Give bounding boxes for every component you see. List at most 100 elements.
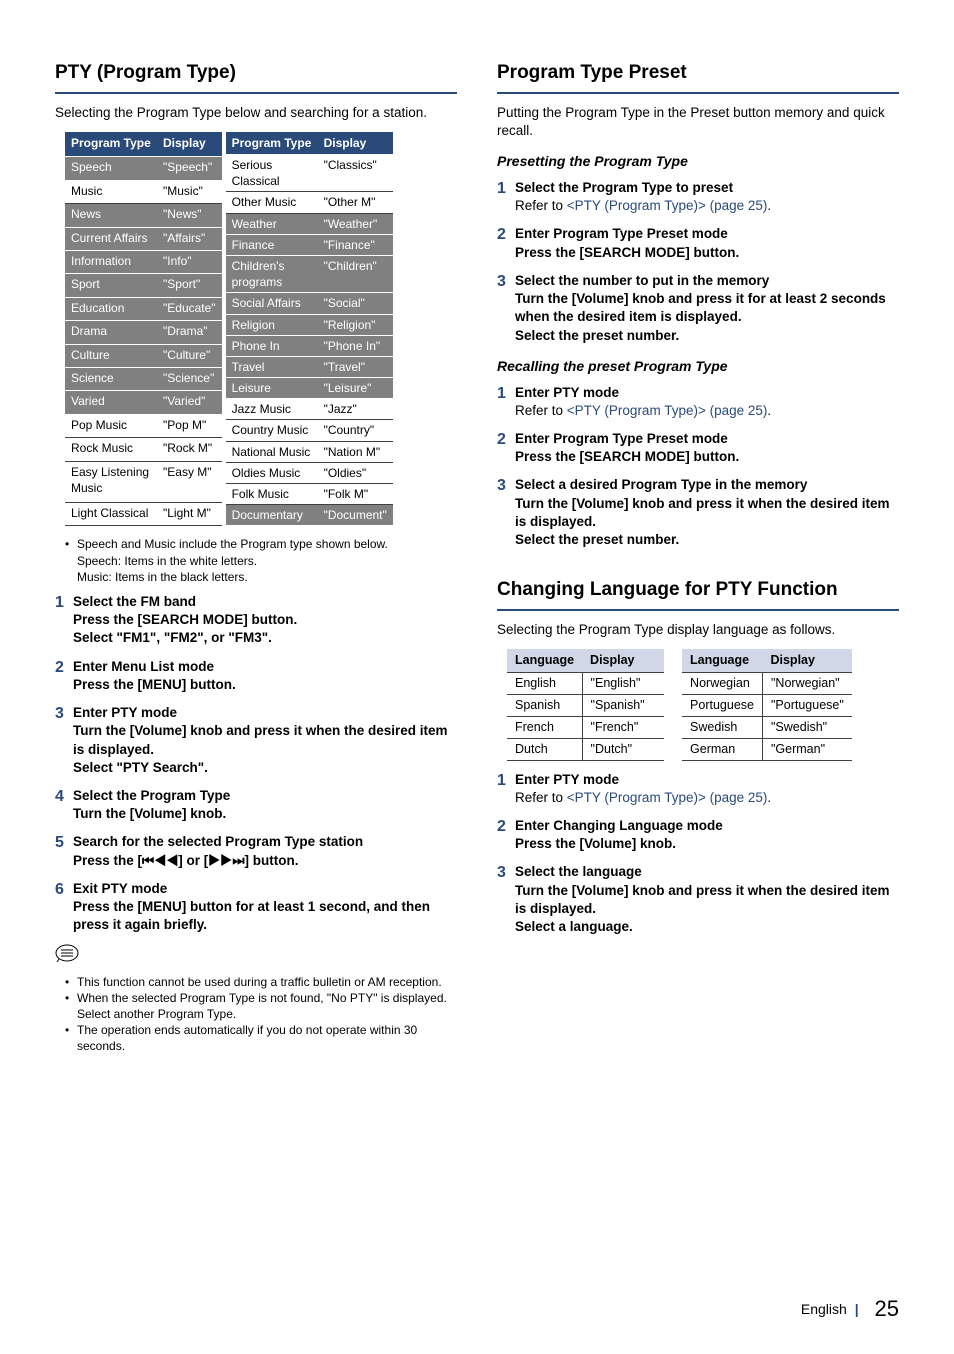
cell-display: "Leisure" [318,378,393,399]
cell-type: Finance [226,234,318,255]
cross-reference-link[interactable]: <PTY (Program Type)> (page 25) [567,198,768,213]
cross-reference-link[interactable]: <PTY (Program Type)> (page 25) [567,790,768,805]
cell-type: Easy Listening Music [65,461,157,502]
step-instruction: Select a language. [515,918,899,936]
step-item: 3Enter PTY modeTurn the [Volume] knob an… [55,704,457,777]
step-number: 6 [55,880,73,935]
cell-language: French [507,716,582,738]
page-footer: English | 25 [801,1294,899,1324]
table-row: Children's programs"Children" [226,255,393,292]
step-refer: Refer to <PTY (Program Type)> (page 25). [515,197,899,215]
cell-language: English [507,673,582,695]
table-row: Easy Listening Music"Easy M" [65,461,222,502]
table-row: Swedish"Swedish" [682,716,852,738]
recall-steps: 1Enter PTY modeRefer to <PTY (Program Ty… [497,384,899,550]
cell-language: German [682,738,762,760]
page-number: 25 [875,1296,899,1321]
step-title: Enter PTY mode [515,384,899,402]
step-item: 1Enter PTY modeRefer to <PTY (Program Ty… [497,771,899,807]
cell-language: Norwegian [682,673,762,695]
cell-type: Pop Music [65,414,157,437]
step-item: 3Select the languageTurn the [Volume] kn… [497,863,899,936]
step-item: 1Select the Program Type to presetRefer … [497,179,899,215]
table-row: Norwegian"Norwegian" [682,673,852,695]
step-number: 1 [497,179,515,215]
cell-display: "News" [157,204,222,227]
step-instruction: Select the preset number. [515,327,899,345]
cell-display: "Classics" [318,155,393,192]
table-row: Finance"Finance" [226,234,393,255]
cell-display: "Social" [318,293,393,314]
cell-type: Religion [226,314,318,335]
step-body: Select the Program TypeTurn the [Volume]… [73,787,457,823]
step-title: Enter Changing Language mode [515,817,899,835]
step-item: 1Select the FM bandPress the [SEARCH MOD… [55,593,457,648]
table-row: Folk Music"Folk M" [226,484,393,505]
step-title: Enter PTY mode [73,704,457,722]
table-row: Dutch"Dutch" [507,738,664,760]
table-row: Social Affairs"Social" [226,293,393,314]
step-body: Select a desired Program Type in the mem… [515,476,899,549]
pty-steps: 1Select the FM bandPress the [SEARCH MOD… [55,593,457,935]
cell-display: "Affairs" [157,227,222,250]
step-body: Enter PTY modeRefer to <PTY (Program Typ… [515,384,899,420]
table-row: English"English" [507,673,664,695]
note-line: When the selected Program Type is not fo… [77,990,457,1022]
cell-language: Dutch [507,738,582,760]
pty-tables: Program TypeDisplay Speech"Speech"Music"… [65,132,457,527]
cell-display: "French" [582,716,664,738]
cell-type: Music [65,180,157,203]
cell-type: National Music [226,441,318,462]
step-number: 3 [497,863,515,936]
step-number: 5 [55,833,73,869]
cell-type: Sport [65,274,157,297]
th-display: Display [318,132,393,155]
note-line: Speech and Music include the Program typ… [77,536,388,552]
table-row: Portuguese"Portuguese" [682,694,852,716]
cell-display: "Norwegian" [762,673,851,695]
cell-type: Folk Music [226,484,318,505]
cell-display: "Drama" [157,321,222,344]
step-title: Enter Program Type Preset mode [515,430,899,448]
step-number: 1 [55,593,73,648]
cell-type: Jazz Music [226,399,318,420]
step-instruction: Press the [SEARCH MODE] button. [73,611,457,629]
step-body: Search for the selected Program Type sta… [73,833,457,869]
step-body: Select the Program Type to presetRefer t… [515,179,899,215]
cell-display: "Oldies" [318,462,393,483]
intro-language: Selecting the Program Type display langu… [497,621,899,639]
note-line: This function cannot be used during a tr… [77,974,442,990]
cross-reference-link[interactable]: <PTY (Program Type)> (page 25) [567,403,768,418]
cell-display: "Rock M" [157,438,222,461]
step-title: Search for the selected Program Type sta… [73,833,457,851]
table-row: Other Music"Other M" [226,192,393,213]
th-display: Display [582,649,664,672]
table-row: Weather"Weather" [226,213,393,234]
table-row: Sport"Sport" [65,274,222,297]
step-item: 2Enter Menu List modePress the [MENU] bu… [55,658,457,694]
cell-type: Information [65,251,157,274]
cell-type: News [65,204,157,227]
step-instruction: Press the [Volume] knob. [515,835,899,853]
cell-display: "Document" [318,505,393,526]
step-instruction: Turn the [Volume] knob and press it when… [515,495,899,531]
step-body: Select the FM bandPress the [SEARCH MODE… [73,593,457,648]
table-row: Leisure"Leisure" [226,378,393,399]
cell-display: "English" [582,673,664,695]
step-body: Select the number to put in the memoryTu… [515,272,899,345]
step-number: 3 [55,704,73,777]
cell-display: "Music" [157,180,222,203]
step-body: Enter Program Type Preset modePress the … [515,430,899,466]
heading-language: Changing Language for PTY Function [497,577,899,611]
step-body: Enter PTY modeRefer to <PTY (Program Typ… [515,771,899,807]
cell-display: "Spanish" [582,694,664,716]
note-icon [55,944,457,967]
th-program-type: Program Type [65,132,157,157]
step-item: 4Select the Program TypeTurn the [Volume… [55,787,457,823]
step-instruction: Press the [SEARCH MODE] button. [515,448,899,466]
step-instruction: Turn the [Volume] knob and press it when… [515,882,899,918]
step-body: Enter Program Type Preset modePress the … [515,225,899,261]
table-row: Travel"Travel" [226,356,393,377]
right-column: Program Type Preset Putting the Program … [497,60,899,1061]
cell-display: "Country" [318,420,393,441]
